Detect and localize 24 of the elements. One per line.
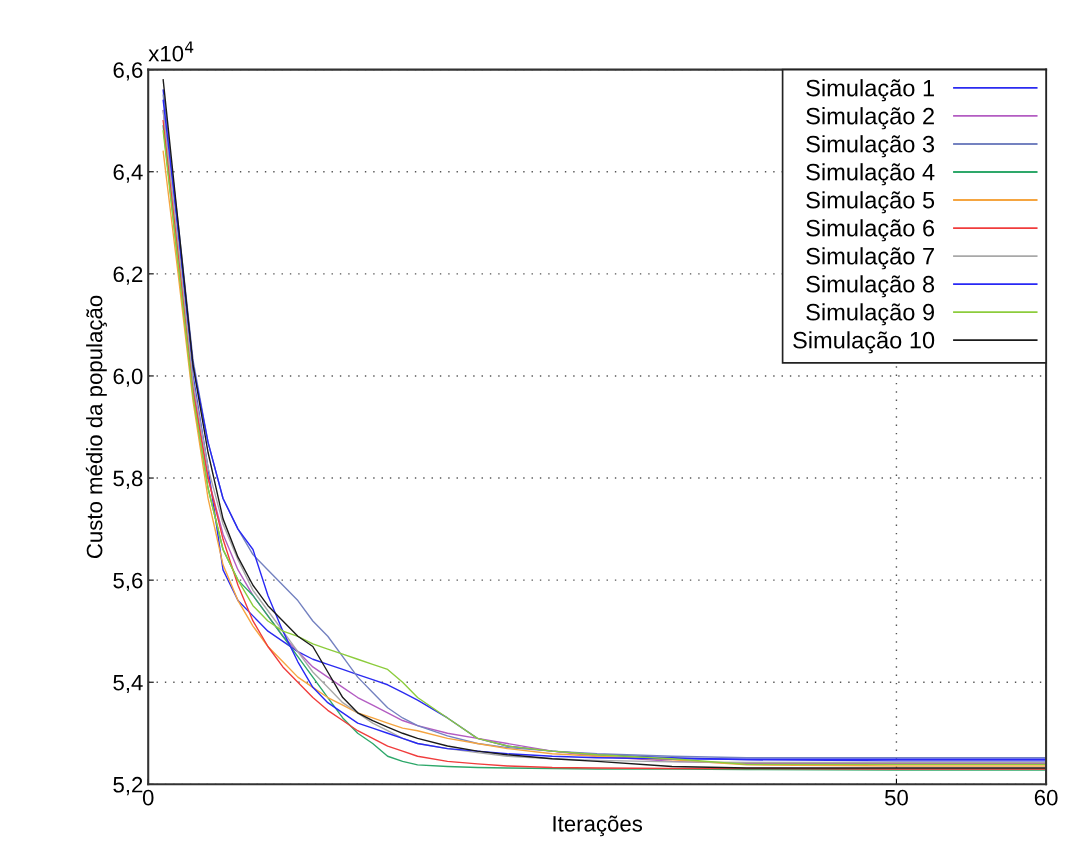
y-tick-label: 6,4 xyxy=(113,164,143,183)
y-tick-label: 5,6 xyxy=(113,572,143,592)
y-tick-label: 5,8 xyxy=(113,470,143,489)
legend-label: Simulação 6 xyxy=(806,219,935,242)
legend-label: Simulação 7 xyxy=(806,247,934,270)
x-axis-title: Iterações xyxy=(553,815,643,837)
x-tick-label: 50 xyxy=(884,789,908,806)
legend-label: Simulação 3 xyxy=(806,135,935,158)
legend-label: Simulação 8 xyxy=(806,275,935,298)
legend-label: Simulação 1 xyxy=(806,79,934,102)
y-tick-label: 6,2 xyxy=(113,266,143,285)
legend-label: Simulação 2 xyxy=(806,107,934,130)
legend-label: Simulação 5 xyxy=(806,191,935,214)
y-tick-label: 6,6 xyxy=(113,62,143,81)
x-tick-label: 60 xyxy=(1034,789,1058,806)
legend-label: Simulação 10 xyxy=(793,331,935,354)
y-tick-label: 5,2 xyxy=(113,776,143,796)
legend-label: Simulação 9 xyxy=(806,303,934,326)
y-axis-title: Custo médio da população xyxy=(85,295,107,559)
text: x10$^{4}$ xyxy=(148,41,194,62)
x-tick-label: 0 xyxy=(142,789,154,806)
legend-label: Simulação 4 xyxy=(806,163,935,186)
y-tick-label: 6,0 xyxy=(113,368,143,387)
y-tick-label: 5,4 xyxy=(113,674,143,694)
